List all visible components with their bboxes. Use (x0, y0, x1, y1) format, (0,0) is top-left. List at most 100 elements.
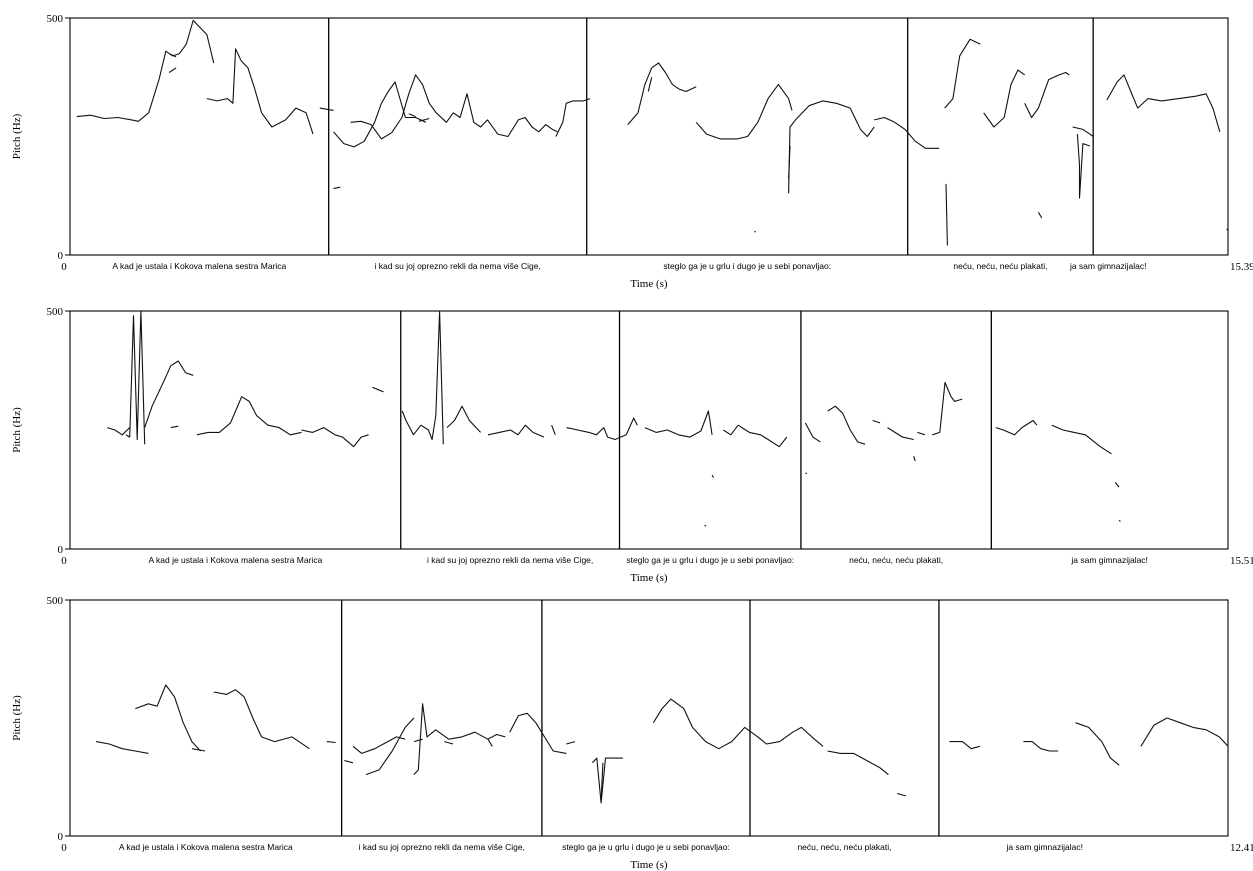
pitch-contour (1076, 134, 1090, 199)
pitch-contour (1106, 74, 1221, 132)
segment-label: i kad su joj oprezno rekli da nema više … (359, 842, 525, 852)
segment-label: steglo ga je u grlu i dugo je u sebi pon… (626, 555, 794, 565)
pitch-contour (1023, 741, 1059, 752)
pitch-contour (301, 427, 369, 448)
pitch-contour (695, 83, 793, 140)
pitch-contour (949, 741, 981, 750)
pitch-contour (652, 698, 824, 750)
pitch-contour (418, 117, 430, 122)
pitch-contour (206, 48, 314, 135)
pitch-contour (135, 684, 202, 752)
pitch-contour (144, 360, 194, 428)
pitch-contour (446, 405, 482, 433)
segment-label: steglo ga je u grlu i dugo je u sebi pon… (663, 261, 831, 271)
pitch-contour (319, 107, 334, 111)
pitch-contour (487, 738, 493, 747)
pitch-contour (945, 183, 948, 246)
pitch-contour (647, 77, 653, 92)
pitch-contour (754, 230, 757, 233)
pitch-contour (350, 74, 558, 140)
pitch-contour (1051, 424, 1112, 455)
y-axis-label: Pitch (Hz) (11, 407, 23, 453)
x-tick-label-end: 12.41 (1230, 842, 1253, 854)
pitch-contour (805, 472, 808, 475)
pitch-contour (827, 750, 889, 776)
y-tick-label-min: 0 (58, 544, 64, 556)
pitch-contour (591, 757, 623, 804)
segment-label: A kad je ustala i Kokova malena sestra M… (148, 555, 322, 565)
segment-label: neću, neću, neću plakati, (797, 842, 891, 852)
pitch-contour (333, 186, 341, 190)
pitch-contour (644, 410, 713, 438)
x-tick-label-end: 15.39 (1230, 261, 1253, 273)
pitch-contour (913, 456, 916, 462)
pitch-contour (213, 689, 310, 750)
pitch-contour (96, 741, 149, 754)
pitch-contour (1118, 519, 1121, 522)
pitch-contour (344, 759, 354, 764)
pitch-contour (872, 419, 881, 424)
x-tick-label-end: 15.51 (1230, 555, 1253, 567)
pitch-contour (551, 425, 556, 435)
pitch-contour (627, 62, 697, 125)
segment-label: steglo ga je u grlu i dugo je u sebi pon… (562, 842, 730, 852)
pitch-contour (413, 738, 423, 743)
pitch-contour (566, 417, 638, 441)
pitch-contour (600, 762, 604, 801)
x-axis-label: Time (s) (630, 278, 668, 290)
pitch-contour (170, 425, 179, 429)
pitch-contour (917, 431, 926, 436)
segment-label: ja sam gimnazijalac! (1005, 842, 1083, 852)
pitch-contour (555, 98, 591, 137)
x-axis-label: Time (s) (630, 859, 668, 871)
segment-label: i kad su joj oprezno rekli da nema više … (427, 555, 593, 565)
pitch-contour (1226, 228, 1229, 231)
pitch-contour (1072, 126, 1094, 137)
pitch-contour (408, 113, 416, 118)
plot-frame (69, 599, 1229, 837)
pitch-contour (196, 396, 302, 436)
pitch-contour (1024, 71, 1070, 119)
pitch-contour (509, 712, 567, 754)
pitch-contour (723, 424, 788, 448)
pitch-contour (365, 717, 415, 776)
pitch-contour (1140, 717, 1229, 747)
y-axis-label: Pitch (Hz) (11, 695, 23, 741)
pitch-contour (896, 792, 906, 797)
pitch-contour (333, 81, 427, 148)
pitch-contour (168, 67, 177, 73)
pitch-contour (1037, 212, 1043, 219)
pitch-contour (413, 703, 506, 775)
pitch-contour (444, 741, 454, 745)
y-axis-label: Pitch (Hz) (11, 113, 23, 159)
y-tick-label-max: 500 (47, 13, 64, 25)
pitch-contour (704, 524, 707, 527)
pitch-contour (804, 422, 821, 443)
pitch-contour (352, 736, 406, 754)
segment-label: neću, neću, neću plakati, (849, 555, 943, 565)
plot-frame (69, 310, 1229, 550)
pitch-contour (944, 38, 981, 109)
pitch-panel-3: 500 0 Pitch (Hz) 0 12.41 A kad je ustala i Ko… (11, 595, 1253, 871)
y-tick-label-max: 500 (47, 306, 64, 318)
pitch-panel-1: 500 0 Pitch (Hz) 0 15.39 A kad je ustala i Ko… (11, 13, 1253, 290)
y-tick-label-min: 0 (58, 831, 64, 843)
pitch-contour (788, 100, 875, 194)
x-tick-label-start: 0 (61, 555, 67, 567)
x-tick-label-start: 0 (61, 842, 67, 854)
pitch-contour (1075, 722, 1120, 766)
pitch-contour (401, 310, 444, 445)
pitch-contour (983, 69, 1026, 128)
segment-label: neću, neću, neću plakati, (953, 261, 1047, 271)
y-tick-label-min: 0 (58, 250, 64, 262)
segment-label: ja sam gimnazijalac! (1070, 555, 1148, 565)
pitch-contour (827, 405, 866, 445)
pitch-contour (887, 427, 914, 441)
pitch-contour (191, 748, 206, 752)
plot-frame (69, 17, 1229, 256)
pitch-contour (566, 741, 576, 745)
pitch-contour (1114, 482, 1120, 488)
pitch-contour (107, 427, 131, 436)
pitch-contour (326, 741, 336, 744)
